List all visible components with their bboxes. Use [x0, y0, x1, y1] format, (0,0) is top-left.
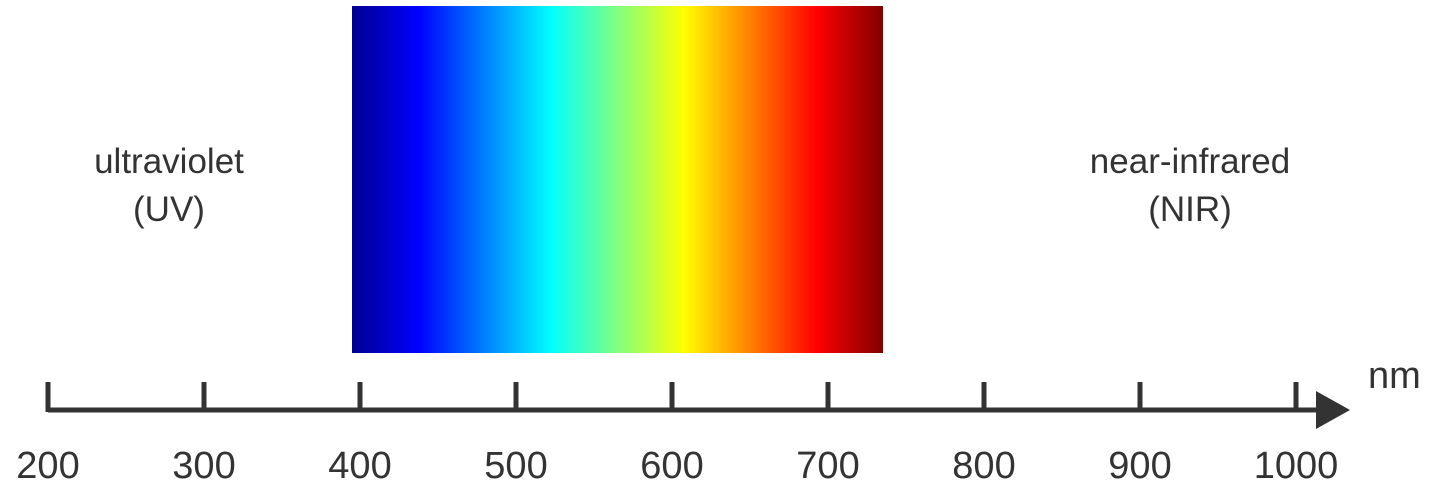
tick-label-1000: 1000	[1254, 445, 1339, 487]
tick-label-900: 900	[1108, 445, 1171, 487]
tick-label-600: 600	[640, 445, 703, 487]
uv-label-line1: ultraviolet	[94, 142, 244, 181]
tick-label-700: 700	[796, 445, 859, 487]
axis-tick-labels: 200 300 400 500 600 700 800 900 1000	[16, 445, 1338, 487]
axis-unit-label: nm	[1368, 355, 1421, 397]
tick-label-500: 500	[484, 445, 547, 487]
uv-label-line2: (UV)	[133, 190, 205, 229]
axis-ticks	[45, 382, 1299, 412]
tick-label-200: 200	[16, 445, 79, 487]
nir-region-label: near-infrared (NIR)	[1040, 138, 1340, 234]
visible-spectrum-band	[352, 6, 883, 353]
tick-label-300: 300	[172, 445, 235, 487]
nir-label-line2: (NIR)	[1148, 190, 1232, 229]
tick-label-400: 400	[328, 445, 391, 487]
uv-region-label: ultraviolet (UV)	[64, 138, 274, 234]
wavelength-axis: 200 300 400 500 600 700 800 900 1000 nm	[16, 355, 1421, 487]
axis-arrowhead	[1316, 391, 1350, 429]
nir-label-line1: near-infrared	[1089, 142, 1291, 181]
tick-label-800: 800	[952, 445, 1015, 487]
